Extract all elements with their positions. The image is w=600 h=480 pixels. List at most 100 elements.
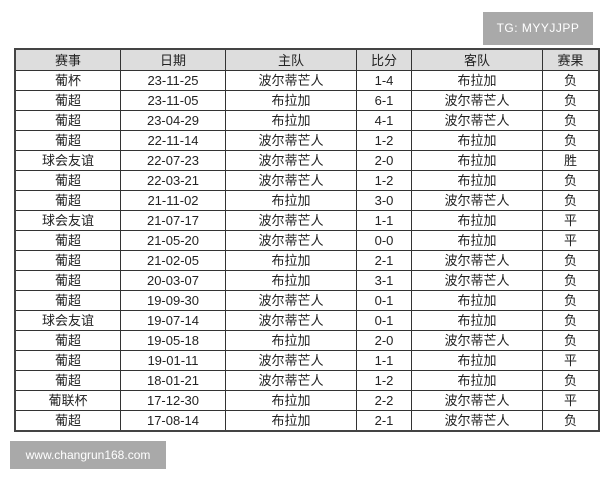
table-row: 葡超 22-11-14 波尔蒂芒人 1-2 布拉加负 <box>14 130 600 151</box>
cell-date: 22-11-14 <box>120 130 226 151</box>
cell-date: 19-09-30 <box>120 290 226 311</box>
column-header-result: 赛果 <box>542 48 600 71</box>
cell-result: 负 <box>542 270 600 291</box>
cell-date: 22-07-23 <box>120 150 226 171</box>
cell-score: 1-1 <box>356 350 412 371</box>
cell-home-team: 波尔蒂芒人 <box>225 130 357 151</box>
cell-competition: 葡超 <box>14 90 121 111</box>
cell-home-team: 布拉加 <box>225 250 357 271</box>
table-row: 葡超 17-08-14 布拉加 2-1 波尔蒂芒人负 <box>14 410 600 432</box>
cell-date: 23-04-29 <box>120 110 226 131</box>
cell-score: 1-2 <box>356 130 412 151</box>
table-row: 葡超 21-02-05 布拉加 2-1 波尔蒂芒人负 <box>14 250 600 271</box>
table-row: 葡超 19-09-30 波尔蒂芒人 0-1 布拉加负 <box>14 290 600 311</box>
cell-away-team: 波尔蒂芒人 <box>411 190 543 211</box>
cell-home-team: 波尔蒂芒人 <box>225 170 357 191</box>
cell-away-team: 布拉加 <box>411 230 543 251</box>
cell-away-team: 波尔蒂芒人 <box>411 410 543 432</box>
column-header-home-team: 主队 <box>225 48 357 71</box>
cell-away-team: 布拉加 <box>411 350 543 371</box>
cell-competition: 葡超 <box>14 290 121 311</box>
cell-score: 1-4 <box>356 70 412 91</box>
cell-away-team: 布拉加 <box>411 130 543 151</box>
cell-date: 17-08-14 <box>120 410 226 432</box>
cell-home-team: 布拉加 <box>225 110 357 131</box>
cell-score: 2-1 <box>356 410 412 432</box>
cell-score: 0-1 <box>356 290 412 311</box>
cell-result: 平 <box>542 390 600 411</box>
cell-competition: 球会友谊 <box>14 310 121 331</box>
cell-home-team: 布拉加 <box>225 410 357 432</box>
cell-result: 负 <box>542 90 600 111</box>
cell-away-team: 布拉加 <box>411 370 543 391</box>
cell-away-team: 布拉加 <box>411 170 543 191</box>
cell-away-team: 波尔蒂芒人 <box>411 90 543 111</box>
cell-away-team: 波尔蒂芒人 <box>411 250 543 271</box>
cell-result: 胜 <box>542 150 600 171</box>
cell-away-team: 布拉加 <box>411 290 543 311</box>
table-row: 葡超 21-11-02 布拉加 3-0 波尔蒂芒人负 <box>14 190 600 211</box>
watermark-bottom: www.changrun168.com <box>10 441 166 469</box>
cell-date: 21-07-17 <box>120 210 226 231</box>
cell-home-team: 波尔蒂芒人 <box>225 70 357 91</box>
table-body: 葡杯 23-11-25 波尔蒂芒人 1-4 布拉加负葡超 23-11-05 布拉加 6-1 波尔… <box>14 70 600 432</box>
cell-score: 1-2 <box>356 370 412 391</box>
cell-away-team: 布拉加 <box>411 150 543 171</box>
cell-date: 21-02-05 <box>120 250 226 271</box>
cell-home-team: 波尔蒂芒人 <box>225 370 357 391</box>
cell-home-team: 波尔蒂芒人 <box>225 210 357 231</box>
cell-date: 20-03-07 <box>120 270 226 291</box>
cell-competition: 葡超 <box>14 190 121 211</box>
cell-result: 负 <box>542 330 600 351</box>
column-header-competition: 赛事 <box>14 48 121 71</box>
cell-competition: 葡超 <box>14 410 121 432</box>
cell-away-team: 布拉加 <box>411 70 543 91</box>
cell-home-team: 波尔蒂芒人 <box>225 350 357 371</box>
cell-date: 23-11-25 <box>120 70 226 91</box>
cell-result: 平 <box>542 210 600 231</box>
cell-competition: 葡超 <box>14 370 121 391</box>
cell-competition: 葡超 <box>14 130 121 151</box>
cell-home-team: 布拉加 <box>225 270 357 291</box>
cell-score: 6-1 <box>356 90 412 111</box>
column-header-away-team: 客队 <box>411 48 543 71</box>
cell-result: 负 <box>542 70 600 91</box>
cell-home-team: 布拉加 <box>225 330 357 351</box>
cell-date: 19-01-11 <box>120 350 226 371</box>
cell-date: 21-11-02 <box>120 190 226 211</box>
table-row: 球会友谊 22-07-23 波尔蒂芒人 2-0 布拉加胜 <box>14 150 600 171</box>
cell-score: 2-1 <box>356 250 412 271</box>
cell-home-team: 布拉加 <box>225 390 357 411</box>
cell-score: 1-2 <box>356 170 412 191</box>
table-row: 葡超 19-01-11 波尔蒂芒人 1-1 布拉加平 <box>14 350 600 371</box>
cell-competition: 葡杯 <box>14 70 121 91</box>
table-row: 球会友谊 19-07-14 波尔蒂芒人 0-1 布拉加负 <box>14 310 600 331</box>
watermark-top: TG: MYYJJPP <box>483 12 593 45</box>
column-header-date: 日期 <box>120 48 226 71</box>
cell-result: 负 <box>542 370 600 391</box>
table-row: 葡超 18-01-21 波尔蒂芒人 1-2 布拉加负 <box>14 370 600 391</box>
cell-home-team: 波尔蒂芒人 <box>225 230 357 251</box>
cell-result: 平 <box>542 350 600 371</box>
cell-home-team: 布拉加 <box>225 190 357 211</box>
cell-date: 23-11-05 <box>120 90 226 111</box>
cell-score: 3-1 <box>356 270 412 291</box>
cell-away-team: 波尔蒂芒人 <box>411 270 543 291</box>
table-row: 葡超 23-11-05 布拉加 6-1 波尔蒂芒人负 <box>14 90 600 111</box>
cell-competition: 葡超 <box>14 170 121 191</box>
cell-result: 平 <box>542 230 600 251</box>
table-row: 葡超 20-03-07 布拉加 3-1 波尔蒂芒人负 <box>14 270 600 291</box>
cell-result: 负 <box>542 250 600 271</box>
cell-competition: 葡联杯 <box>14 390 121 411</box>
table-row: 球会友谊 21-07-17 波尔蒂芒人 1-1 布拉加平 <box>14 210 600 231</box>
cell-home-team: 波尔蒂芒人 <box>225 290 357 311</box>
cell-result: 负 <box>542 170 600 191</box>
cell-competition: 球会友谊 <box>14 150 121 171</box>
cell-date: 19-07-14 <box>120 310 226 331</box>
table-row: 葡超 21-05-20 波尔蒂芒人 0-0 布拉加平 <box>14 230 600 251</box>
cell-score: 2-2 <box>356 390 412 411</box>
cell-score: 2-0 <box>356 330 412 351</box>
cell-score: 0-1 <box>356 310 412 331</box>
cell-score: 1-1 <box>356 210 412 231</box>
cell-result: 负 <box>542 130 600 151</box>
